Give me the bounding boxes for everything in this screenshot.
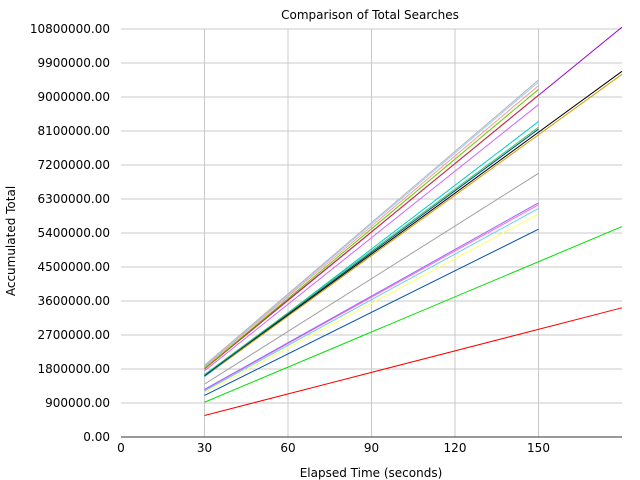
y-tick-label: 900000.00	[45, 396, 110, 410]
y-tick-label: 0.00	[83, 430, 110, 444]
y-tick-label: 10800000.00	[30, 22, 110, 36]
y-tick-label: 9900000.00	[37, 56, 110, 70]
y-tick-label: 1800000.00	[37, 362, 110, 376]
series-line-14	[204, 128, 539, 377]
x-tick-label: 60	[280, 441, 295, 455]
series-line-6	[204, 228, 539, 396]
series-line-10	[204, 202, 539, 390]
y-tick-label: 5400000.00	[37, 226, 110, 240]
series-line-2	[204, 226, 623, 403]
x-tick-label: 30	[197, 441, 212, 455]
series-line-15	[204, 94, 539, 370]
chart-title: Comparison of Total Searches	[281, 8, 459, 22]
x-tick-label: 150	[527, 441, 550, 455]
x-tick-label: 0	[117, 441, 125, 455]
y-tick-label: 9000000.00	[37, 90, 110, 104]
series-line-8	[204, 208, 539, 392]
x-tick-label: 90	[364, 441, 379, 455]
series-line-18	[204, 85, 539, 368]
series-line-13	[204, 126, 539, 376]
y-tick-label: 3600000.00	[37, 294, 110, 308]
series-line-20	[204, 79, 539, 366]
series-line-16	[204, 104, 539, 372]
x-axis-label: Elapsed Time (seconds)	[300, 466, 443, 480]
series-line-9	[204, 204, 539, 391]
x-tick-label: 120	[444, 441, 467, 455]
y-tick-label: 2700000.00	[37, 328, 110, 342]
series-line-4	[204, 70, 623, 377]
series-line-5	[204, 73, 623, 377]
y-axis-label: Accumulated Total	[4, 186, 18, 296]
grid-lines	[121, 28, 622, 437]
y-tick-label: 8100000.00	[37, 124, 110, 138]
series-line-1	[204, 307, 623, 416]
series-lines	[204, 26, 623, 416]
y-tick-labels: 0.00 900000.00 1800000.00 2700000.00 3600000…	[30, 22, 110, 444]
series-line-7	[204, 213, 539, 393]
x-tick-labels: 0 30 60 90 120 150	[117, 441, 550, 455]
series-line-12	[204, 121, 539, 377]
series-line-17	[204, 89, 539, 369]
y-tick-label: 7200000.00	[37, 158, 110, 172]
series-line-11	[204, 172, 539, 385]
y-tick-label: 4500000.00	[37, 260, 110, 274]
y-tick-label: 6300000.00	[37, 192, 110, 206]
series-line-19	[204, 81, 539, 367]
